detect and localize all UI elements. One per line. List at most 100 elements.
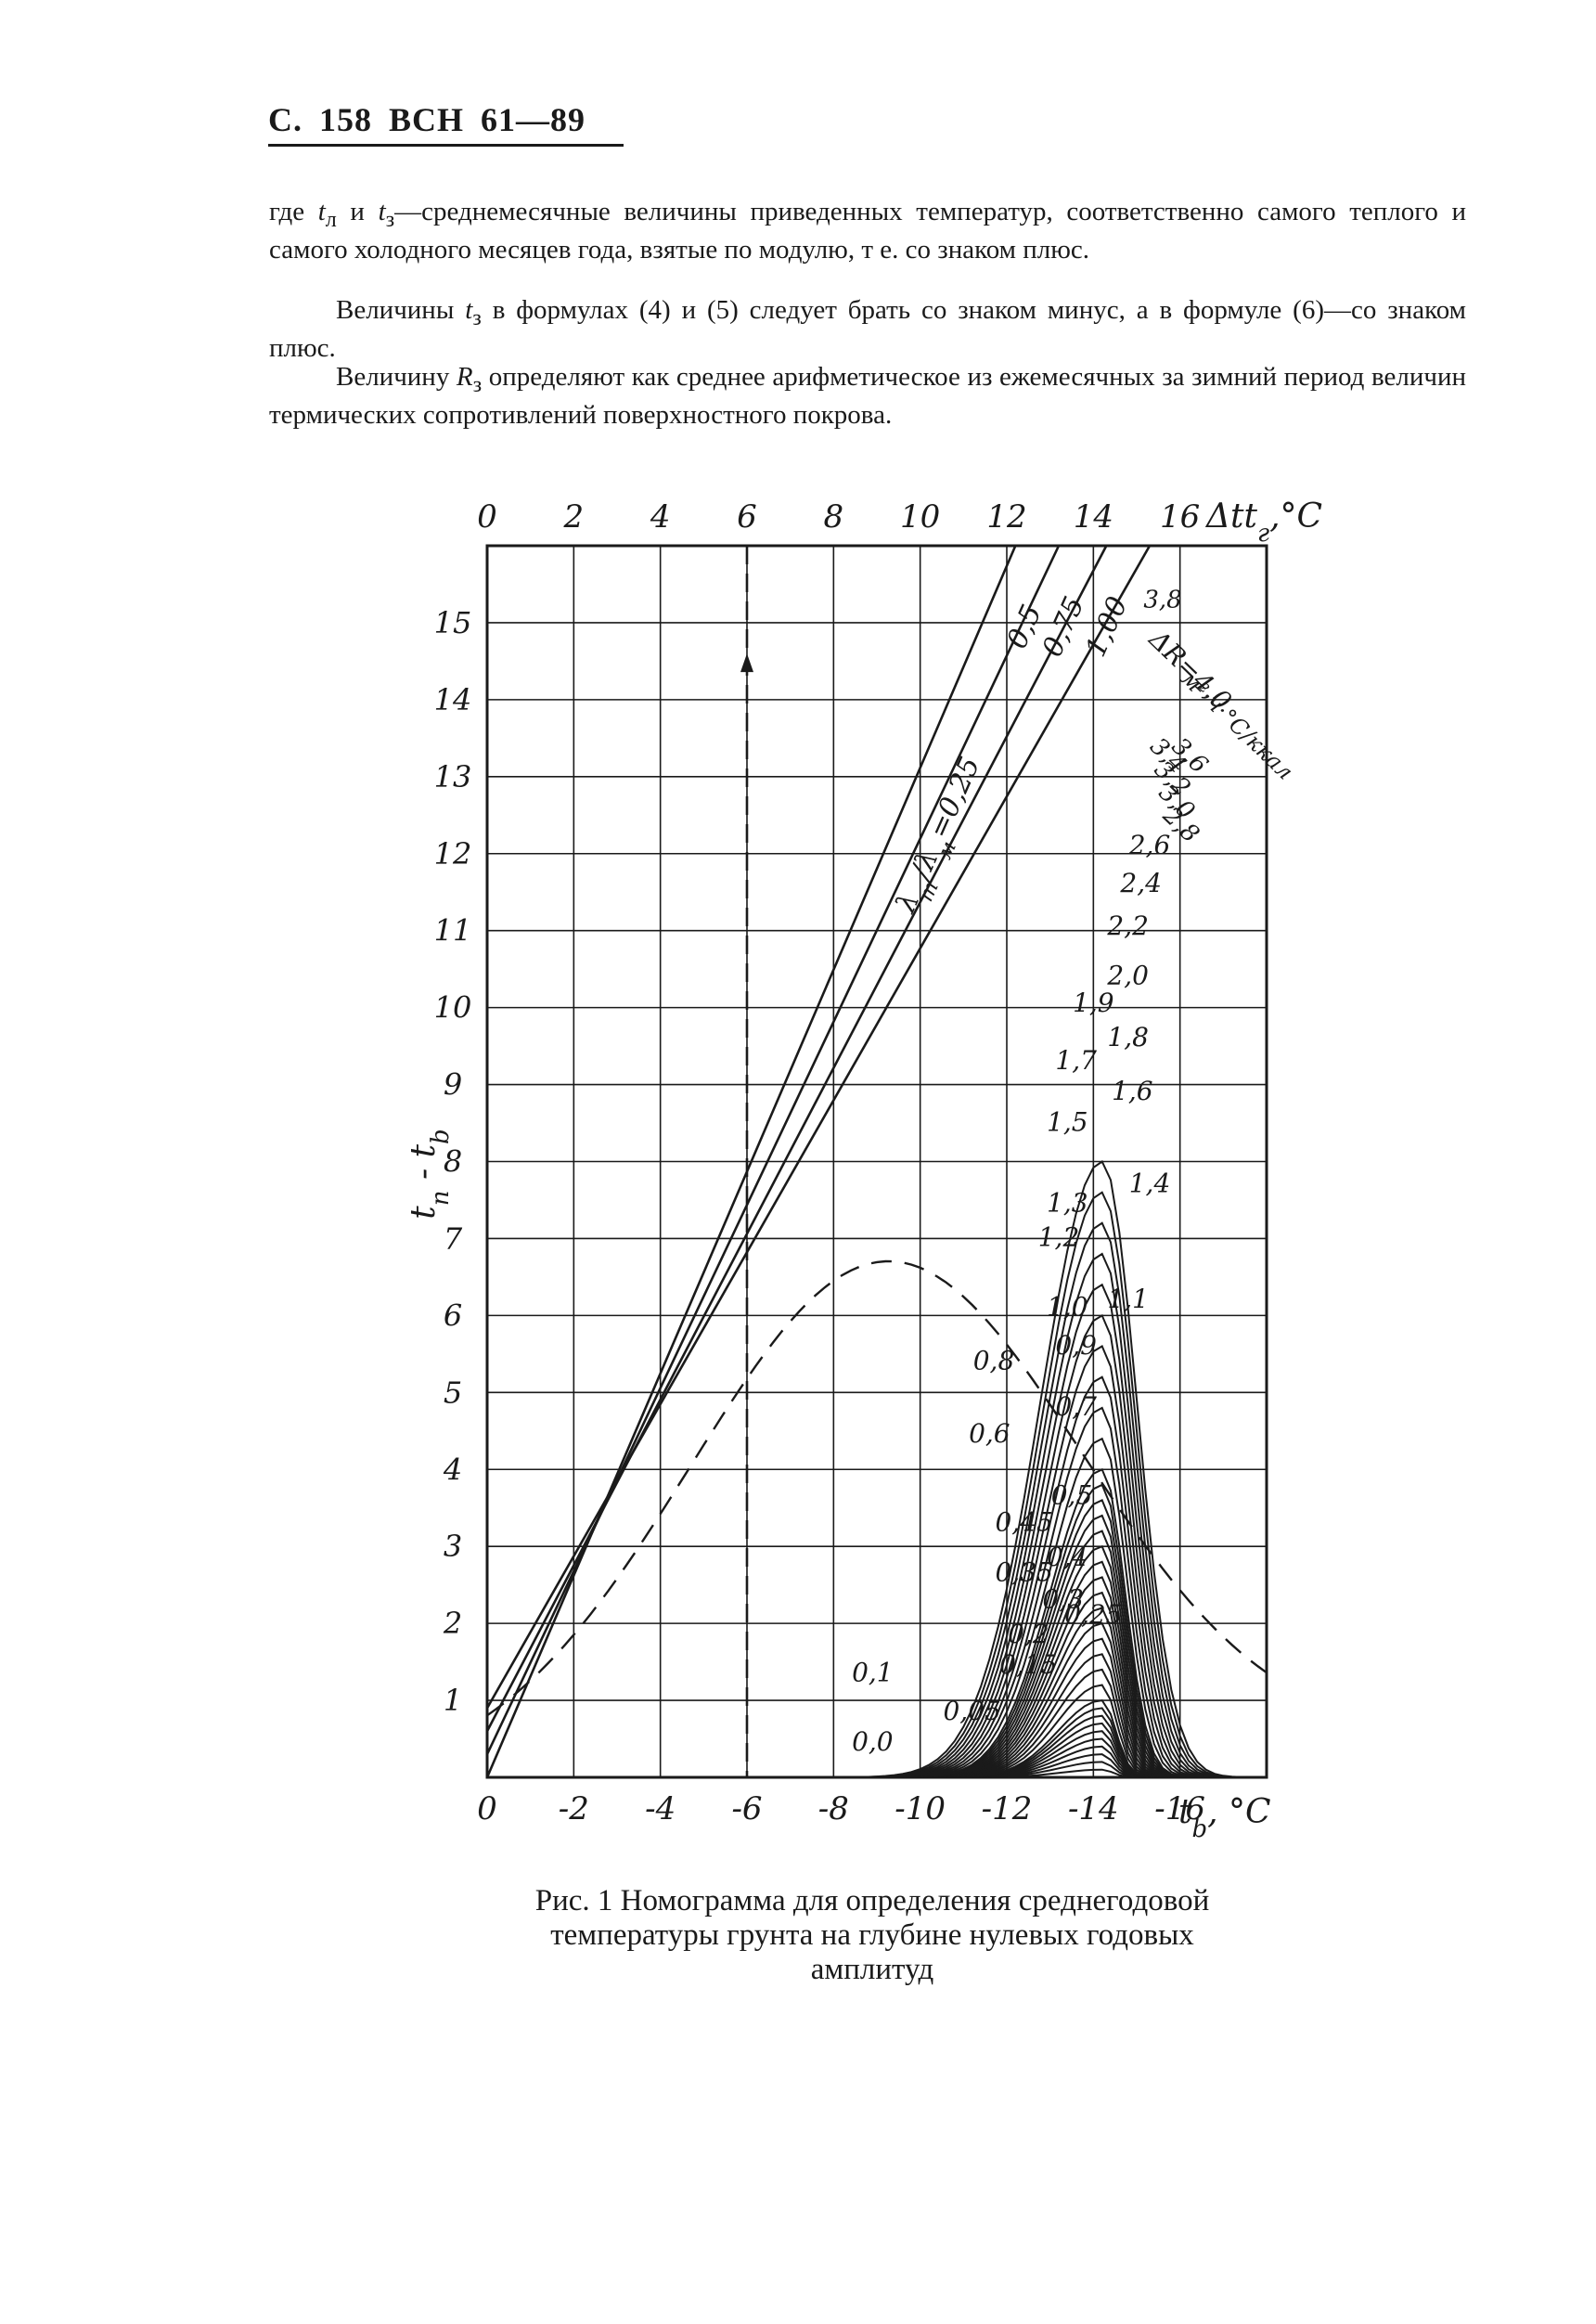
top-axis-tick: 14 <box>1074 498 1113 536</box>
lambda-label-2: 0,75 <box>1036 592 1091 662</box>
bottom-axis-tick: -14 <box>1068 1790 1119 1827</box>
dR-label: 0,15 <box>999 1649 1057 1680</box>
dR-label: 0,1 <box>852 1657 894 1687</box>
top-axis-tick: 6 <box>737 498 757 536</box>
dR-label: 0,25 <box>1064 1599 1122 1630</box>
left-axis-tick: 4 <box>443 1452 462 1487</box>
chart-lambda-lines <box>485 545 1152 1778</box>
caption-line-2: температуры грунта на глубине нулевых го… <box>550 1918 1194 1952</box>
arrow-up-icon <box>740 653 753 673</box>
standard-code: ВСН <box>389 101 465 138</box>
p1-text-b: и <box>350 197 365 226</box>
paragraph-3: Величину Rз определяют как среднее арифм… <box>269 362 1466 430</box>
dR-label: 0,7 <box>1055 1391 1097 1422</box>
p3-text-a: Величину <box>336 362 450 392</box>
p1-symbol-t2: t <box>378 197 386 226</box>
dR-label: 0,8 <box>973 1345 1015 1375</box>
top-axis-tick: 16 <box>1160 498 1200 536</box>
left-axis-tick: 11 <box>434 913 472 949</box>
dR-curve-27 <box>487 1406 1267 1778</box>
dR-label: 1,3 <box>1047 1187 1088 1218</box>
bottom-axis-label: tb, °C <box>1178 1793 1271 1843</box>
bottom-axis-tick: -2 <box>559 1790 589 1827</box>
left-axis-tick: 13 <box>434 759 472 794</box>
p1-subscript-2: з <box>385 206 395 232</box>
top-axis-tick: 12 <box>986 498 1026 536</box>
dR-label: 0,5 <box>1051 1480 1093 1511</box>
figure-caption: Рис. 1 Номограмма для определения средне… <box>408 1884 1336 1987</box>
dR-label: 0,35 <box>995 1557 1052 1588</box>
p2-text-b: в формулах (4) и (5) следует брать со зн… <box>269 295 1466 363</box>
dR-label: 1,4 <box>1129 1168 1171 1199</box>
dR-label: 2,0 <box>1106 961 1149 991</box>
dR-label: 0,6 <box>969 1418 1010 1449</box>
left-axis-tick: 7 <box>444 1220 463 1256</box>
dR-label: 0,4 <box>1047 1542 1088 1572</box>
top-axis-label: Δttг,°C <box>1204 497 1322 548</box>
top-axis-tick: 0 <box>477 498 497 536</box>
dR-label: 0,9 <box>1055 1330 1097 1361</box>
p1-subscript-1: л <box>325 206 337 232</box>
p1-symbol-t1: t <box>317 197 326 226</box>
left-axis-tick: 14 <box>434 682 472 717</box>
left-axis-tick: 5 <box>444 1375 462 1410</box>
example-dashed-curve <box>486 1259 1268 1717</box>
bottom-axis-tick: 0 <box>477 1790 497 1827</box>
lambda-line-1 <box>485 545 1061 1755</box>
lambda-label-0: λт/λм=0,25 <box>889 752 996 922</box>
left-axis-tick: 3 <box>444 1529 462 1564</box>
left-axis-tick: 6 <box>444 1298 462 1333</box>
header-underline <box>268 144 624 147</box>
caption-line-3: амплитуд <box>810 1953 934 1986</box>
left-axis-tick: 12 <box>434 836 472 872</box>
dR-curve-35 <box>487 1160 1267 1778</box>
bottom-axis-tick: -6 <box>731 1790 762 1827</box>
p2-text-a: Величины <box>336 295 455 325</box>
lambda-line-3 <box>485 545 1152 1710</box>
left-axis-tick: 2 <box>443 1606 462 1641</box>
chart-curves <box>486 1160 1268 1778</box>
dR-label: 1,9 <box>1073 988 1114 1018</box>
page-prefix: С. <box>268 101 302 138</box>
lambda-label-3: 1,00 <box>1079 592 1134 662</box>
left-axis-tick: 10 <box>434 990 472 1026</box>
p2-subscript: з <box>472 304 482 330</box>
page-header: С. 158 ВСН 61—89 <box>268 100 586 139</box>
bottom-axis-tick: -8 <box>818 1790 849 1827</box>
dR-label: 0,0 <box>852 1726 894 1757</box>
left-axis-tick: 1 <box>444 1683 462 1718</box>
dR-label: 1,1 <box>1107 1284 1149 1314</box>
dR-label: 0,2 <box>1008 1619 1049 1649</box>
dR-label: 2,4 <box>1119 868 1162 898</box>
standard-number: 61—89 <box>481 101 586 138</box>
left-axis-label: tп - tb <box>405 1129 455 1219</box>
dR-label: 1,5 <box>1047 1106 1088 1137</box>
caption-line-1: Рис. 1 Номограмма для определения средне… <box>534 1884 1210 1917</box>
top-axis-tick: 8 <box>824 498 844 536</box>
top-axis-tick: 10 <box>900 498 940 536</box>
dR-label: 1,7 <box>1055 1045 1097 1076</box>
dR-label: 1,2 <box>1038 1222 1080 1253</box>
chart-labels: 0 2 4 6 8 10 12 14 160 -2 -4 -6 -8 -10 -12 -14 -16123456… <box>405 497 1322 1843</box>
chart-grid <box>485 544 1268 1779</box>
dR-label: 1,8 <box>1107 1022 1149 1052</box>
bottom-axis-tick: -12 <box>982 1790 1033 1827</box>
p1-text-a: где <box>269 197 305 226</box>
p3-text-b: определяют как среднее арифметическое из… <box>269 362 1466 430</box>
top-axis-tick: 4 <box>650 498 671 536</box>
p1-text-c: —среднемесячные величины приведенных тем… <box>269 197 1467 265</box>
dR-label: 0,3 <box>1042 1584 1084 1615</box>
lambda-line-0 <box>485 545 1017 1778</box>
lambda-line-2 <box>485 545 1108 1732</box>
dR-label: 0,05 <box>943 1696 1000 1726</box>
left-axis-tick: 9 <box>444 1067 462 1103</box>
dR-label: 3,8 <box>1143 586 1181 613</box>
bottom-axis-tick: -16 <box>1154 1790 1205 1827</box>
dR-label: 0,45 <box>995 1507 1052 1538</box>
dR-label: 1,0 <box>1047 1291 1088 1322</box>
paragraph-2: Величины tз в формулах (4) и (5) следует… <box>269 295 1466 363</box>
left-axis-tick: 15 <box>434 605 472 640</box>
p2-symbol-t: t <box>465 295 473 325</box>
